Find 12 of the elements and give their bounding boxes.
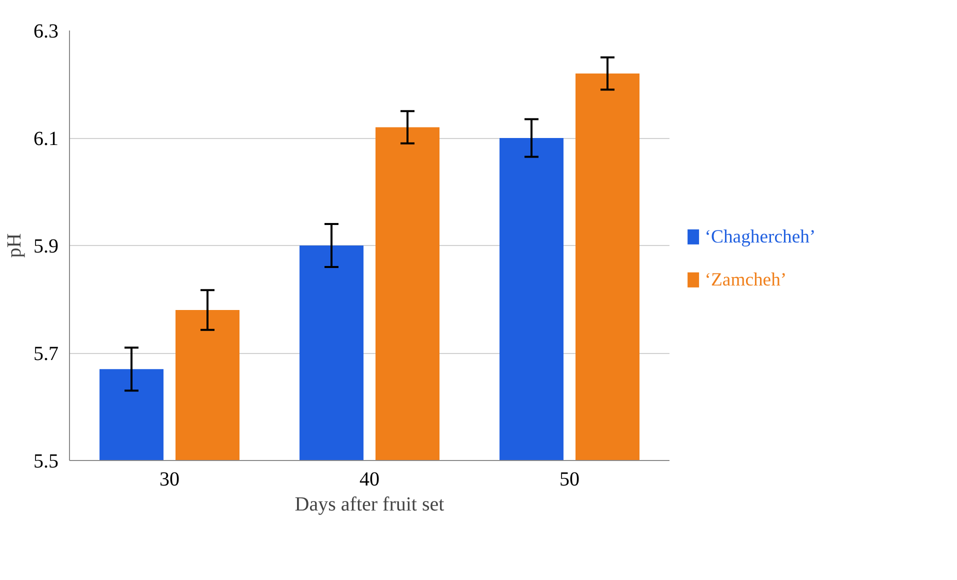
x-axis-title: Days after fruit set (294, 494, 445, 516)
legend-label: ‘Zamcheh’ (704, 269, 787, 290)
y-tick-label: 6.3 (34, 20, 58, 42)
x-tick-label: 40 (360, 468, 380, 490)
y-tick-label: 5.5 (34, 450, 58, 472)
y-tick-label: 6.1 (34, 128, 58, 150)
y-axis-title: pH (4, 233, 26, 258)
y-tick-label: 5.9 (34, 236, 58, 258)
legend-label: ‘Chaghercheh’ (704, 226, 816, 248)
x-tick-label: 50 (560, 468, 580, 490)
y-tick-label: 5.7 (34, 343, 58, 365)
x-tick-label: 30 (160, 468, 180, 490)
